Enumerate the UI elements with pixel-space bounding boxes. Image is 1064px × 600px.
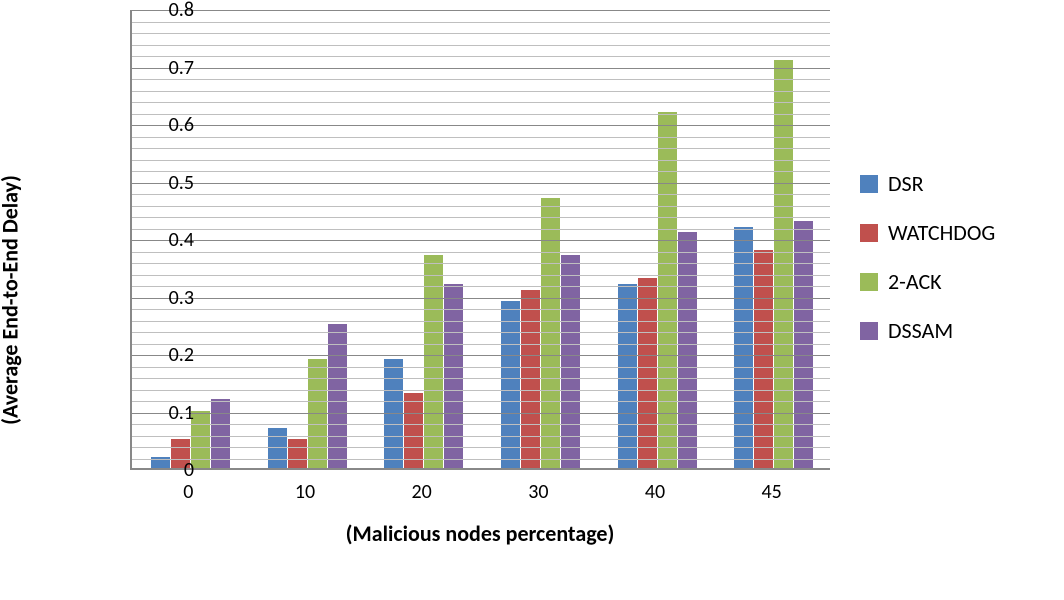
minor-gridline (132, 33, 830, 34)
minor-gridline (132, 424, 830, 425)
legend-swatch (860, 322, 878, 340)
y-tick-label: 0.4 (144, 228, 194, 252)
legend-item-2-ack: 2-ACK (860, 268, 995, 295)
minor-gridline (132, 344, 830, 345)
minor-gridline (132, 436, 830, 437)
x-tick-label: 40 (645, 480, 665, 504)
y-tick-label: 0.6 (144, 113, 194, 137)
legend-label: DSR (888, 170, 924, 197)
minor-gridline (132, 102, 830, 103)
legend-swatch (860, 273, 878, 291)
major-gridline (132, 68, 830, 69)
y-tick-label: 0.5 (144, 171, 194, 195)
minor-gridline (132, 378, 830, 379)
major-gridline (132, 125, 830, 126)
x-tick-label: 10 (295, 480, 315, 504)
minor-gridline (132, 22, 830, 23)
major-gridline (132, 355, 830, 356)
bar-watchdog (288, 439, 307, 468)
minor-gridline (132, 309, 830, 310)
major-gridline (132, 298, 830, 299)
y-tick-label: 0.1 (144, 401, 194, 425)
minor-gridline (132, 401, 830, 402)
minor-gridline (132, 206, 830, 207)
minor-gridline (132, 459, 830, 460)
legend-swatch (860, 175, 878, 193)
minor-gridline (132, 252, 830, 253)
bar-2-ack (658, 112, 677, 469)
major-gridline (132, 413, 830, 414)
x-tick-label: 0 (183, 480, 193, 504)
y-tick-label: 0.7 (144, 56, 194, 80)
plot-wrap: (Malicious nodes percentage) 0 0.1 0.2 0.3 0… (70, 10, 840, 550)
minor-gridline (132, 91, 830, 92)
minor-gridline (132, 56, 830, 57)
y-tick-label: 0.2 (144, 343, 194, 367)
y-tick-label: 0.8 (144, 0, 194, 22)
bar-watchdog (404, 393, 423, 468)
minor-gridline (132, 275, 830, 276)
minor-gridline (132, 332, 830, 333)
legend: DSR WATCHDOG 2-ACK DSSAM (860, 170, 995, 366)
bar-dsr (618, 284, 637, 468)
minor-gridline (132, 229, 830, 230)
minor-gridline (132, 286, 830, 287)
major-gridline (132, 10, 830, 11)
minor-gridline (132, 160, 830, 161)
minor-gridline (132, 137, 830, 138)
minor-gridline (132, 263, 830, 264)
x-axis-title: (Malicious nodes percentage) (130, 520, 830, 547)
bar-dssam (444, 284, 463, 468)
legend-item-dsr: DSR (860, 170, 995, 197)
minor-gridline (132, 114, 830, 115)
y-tick-label: 0 (144, 458, 194, 482)
minor-gridline (132, 171, 830, 172)
legend-item-watchdog: WATCHDOG (860, 219, 995, 246)
legend-label: WATCHDOG (888, 219, 995, 246)
legend-item-dssam: DSSAM (860, 317, 995, 344)
minor-gridline (132, 79, 830, 80)
major-gridline (132, 240, 830, 241)
minor-gridline (132, 194, 830, 195)
y-axis-title: (Average End-to-End Delay) (0, 175, 24, 425)
legend-label: DSSAM (888, 317, 953, 344)
minor-gridline (132, 148, 830, 149)
bar-dssam (678, 232, 697, 468)
x-tick-label: 20 (412, 480, 432, 504)
minor-gridline (132, 217, 830, 218)
minor-gridline (132, 367, 830, 368)
x-tick-label: 45 (762, 480, 782, 504)
legend-label: 2-ACK (888, 268, 942, 295)
y-tick-label: 0.3 (144, 286, 194, 310)
minor-gridline (132, 321, 830, 322)
x-tick-label: 30 (528, 480, 548, 504)
plot-area (130, 10, 830, 470)
major-gridline (132, 183, 830, 184)
minor-gridline (132, 45, 830, 46)
bar-dsr (501, 301, 520, 468)
minor-gridline (132, 390, 830, 391)
delay-chart: (Average End-to-End Delay) (Malicious no… (0, 0, 1064, 600)
bar-watchdog (638, 278, 657, 468)
minor-gridline (132, 447, 830, 448)
legend-swatch (860, 224, 878, 242)
